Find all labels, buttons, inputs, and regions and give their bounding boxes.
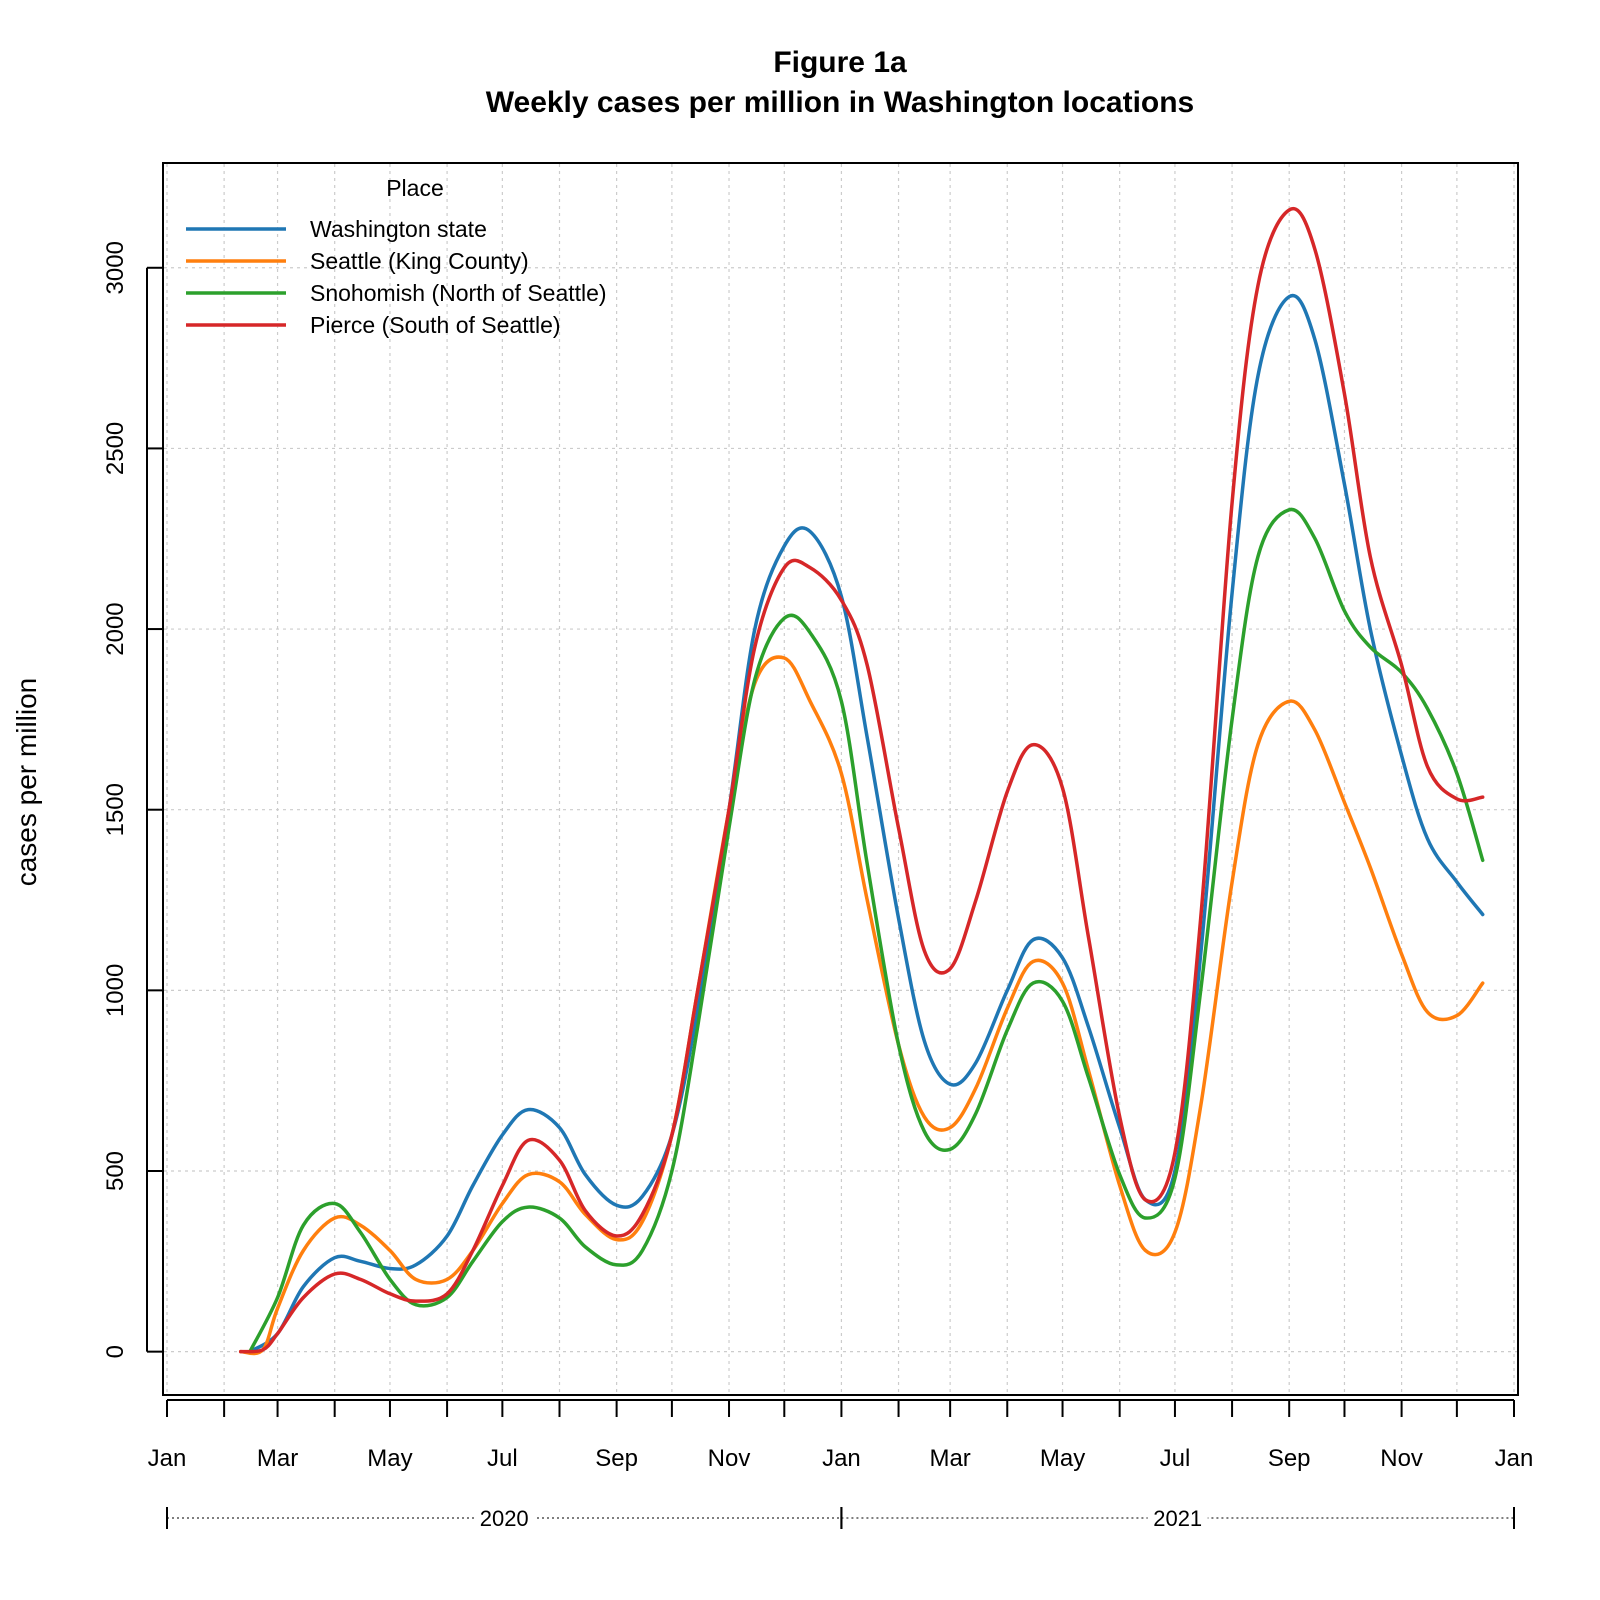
axes: 0 500 1000 1500 2000 2500 3000 Jan Mar May Jul Sep N… (102, 241, 1533, 1532)
x-tick-label: Mar (257, 1445, 298, 1472)
series-line-1 (248, 293, 1485, 1354)
legend-label: Washington state (310, 216, 487, 242)
legend-title: Place (386, 175, 444, 201)
year-label: 2020 (480, 1506, 529, 1531)
y-tick-label: 2500 (102, 422, 129, 475)
x-tick-label: May (1040, 1445, 1085, 1472)
x-tick-label: Jul (1160, 1445, 1191, 1472)
legend-label: Pierce (South of Seattle) (310, 312, 561, 338)
x-tick-label: Sep (1268, 1445, 1311, 1472)
legend-label: Snohomish (North of Seattle) (310, 280, 607, 306)
y-axis-label: cases per million (11, 678, 42, 887)
x-tick-label: Jan (822, 1445, 861, 1472)
y-tick-label: 0 (102, 1345, 129, 1358)
x-tick-label: May (367, 1445, 412, 1472)
legend: Place Washington state Seattle (King Count… (186, 175, 607, 338)
plot-frame (162, 162, 1519, 1396)
y-tick-label: 500 (102, 1151, 129, 1191)
x-tick-label: Nov (1380, 1445, 1423, 1472)
year-label-bg (1147, 1504, 1208, 1532)
x-tick-label: Jul (487, 1445, 518, 1472)
series-line-4 (238, 206, 1485, 1354)
series-lines (238, 206, 1485, 1356)
x-tick-label: Mar (929, 1445, 970, 1472)
chart-subtitle: Weekly cases per million in Washington l… (486, 86, 1195, 119)
x-tick-label: Jan (1495, 1445, 1534, 1472)
series-line-3 (248, 507, 1485, 1354)
year-label: 2021 (1153, 1506, 1202, 1531)
year-label-bg (474, 1504, 535, 1532)
x-tick-label: Sep (595, 1445, 638, 1472)
chart-title: Figure 1a (773, 46, 907, 79)
y-tick-label: 3000 (102, 241, 129, 294)
legend-label: Seattle (King County) (310, 248, 529, 274)
grid (164, 164, 1517, 1394)
x-tick-label: Jan (148, 1445, 187, 1472)
x-tick-label: Nov (708, 1445, 751, 1472)
series-line-2 (238, 655, 1485, 1356)
y-tick-label: 2000 (102, 602, 129, 655)
y-tick-label: 1000 (102, 964, 129, 1017)
y-tick-label: 1500 (102, 783, 129, 836)
